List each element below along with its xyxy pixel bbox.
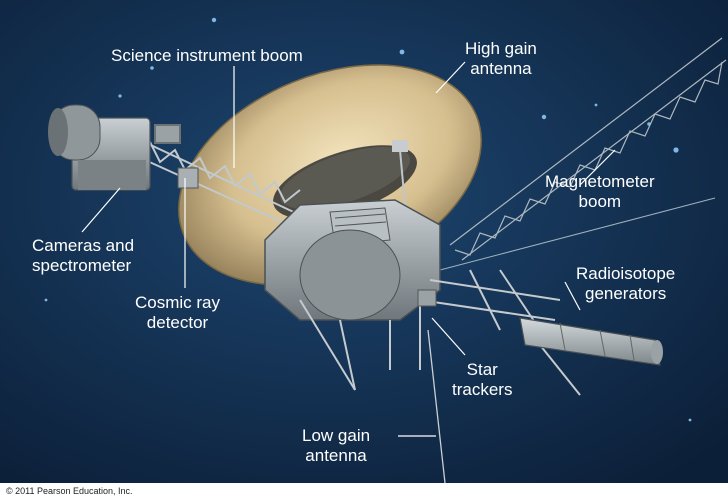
label-cosmic-ray-line1: Cosmic ray <box>135 293 221 312</box>
label-star-trackers-line2: trackers <box>452 380 513 399</box>
low-gain-antenna-wire <box>427 329 446 483</box>
label-low-gain-line1: Low gain <box>302 426 371 445</box>
label-cosmic-ray-line2: detector <box>146 313 209 332</box>
label-low-gain-antenna: Low gain antenna <box>302 426 370 466</box>
label-high-gain-line1: High gain <box>465 39 537 58</box>
spacecraft-bus <box>264 199 441 321</box>
label-science-boom: Science instrument boom <box>111 46 303 65</box>
label-cameras-spectrometer: Cameras and spectrometer <box>32 236 134 276</box>
label-high-gain-line2: antenna <box>470 59 532 78</box>
radioisotope-generators <box>519 317 663 366</box>
label-radioisotope-generators: Radioisotope generators <box>576 264 675 304</box>
label-low-gain-line2: antenna <box>305 446 367 465</box>
label-cameras-line1: Cameras and <box>32 236 135 255</box>
copyright-notice: © 2011 Pearson Education, Inc. <box>6 486 133 496</box>
label-magnetometer-line1: Magnetometer <box>545 172 655 191</box>
label-magnetometer-line2: boom <box>578 192 622 211</box>
label-star-trackers-line1: Star <box>466 360 498 379</box>
science-boom <box>139 124 301 231</box>
label-star-trackers: Star trackers <box>452 360 512 400</box>
camera-platform <box>48 104 151 191</box>
label-high-gain-antenna: High gain antenna <box>465 39 537 79</box>
stars <box>44 17 692 422</box>
spacecraft-illustration <box>0 0 728 483</box>
label-radioisotope-line2: generators <box>584 284 667 303</box>
lower-struts <box>299 269 581 396</box>
star-trackers <box>417 289 437 307</box>
leader-lines <box>81 61 616 437</box>
cosmic-ray-detector <box>177 167 199 189</box>
label-cosmic-ray-detector: Cosmic ray detector <box>135 293 220 333</box>
label-radioisotope-line1: Radioisotope <box>576 264 676 283</box>
label-cameras-line2: spectrometer <box>32 256 132 275</box>
label-magnetometer-boom: Magnetometer boom <box>545 172 655 212</box>
